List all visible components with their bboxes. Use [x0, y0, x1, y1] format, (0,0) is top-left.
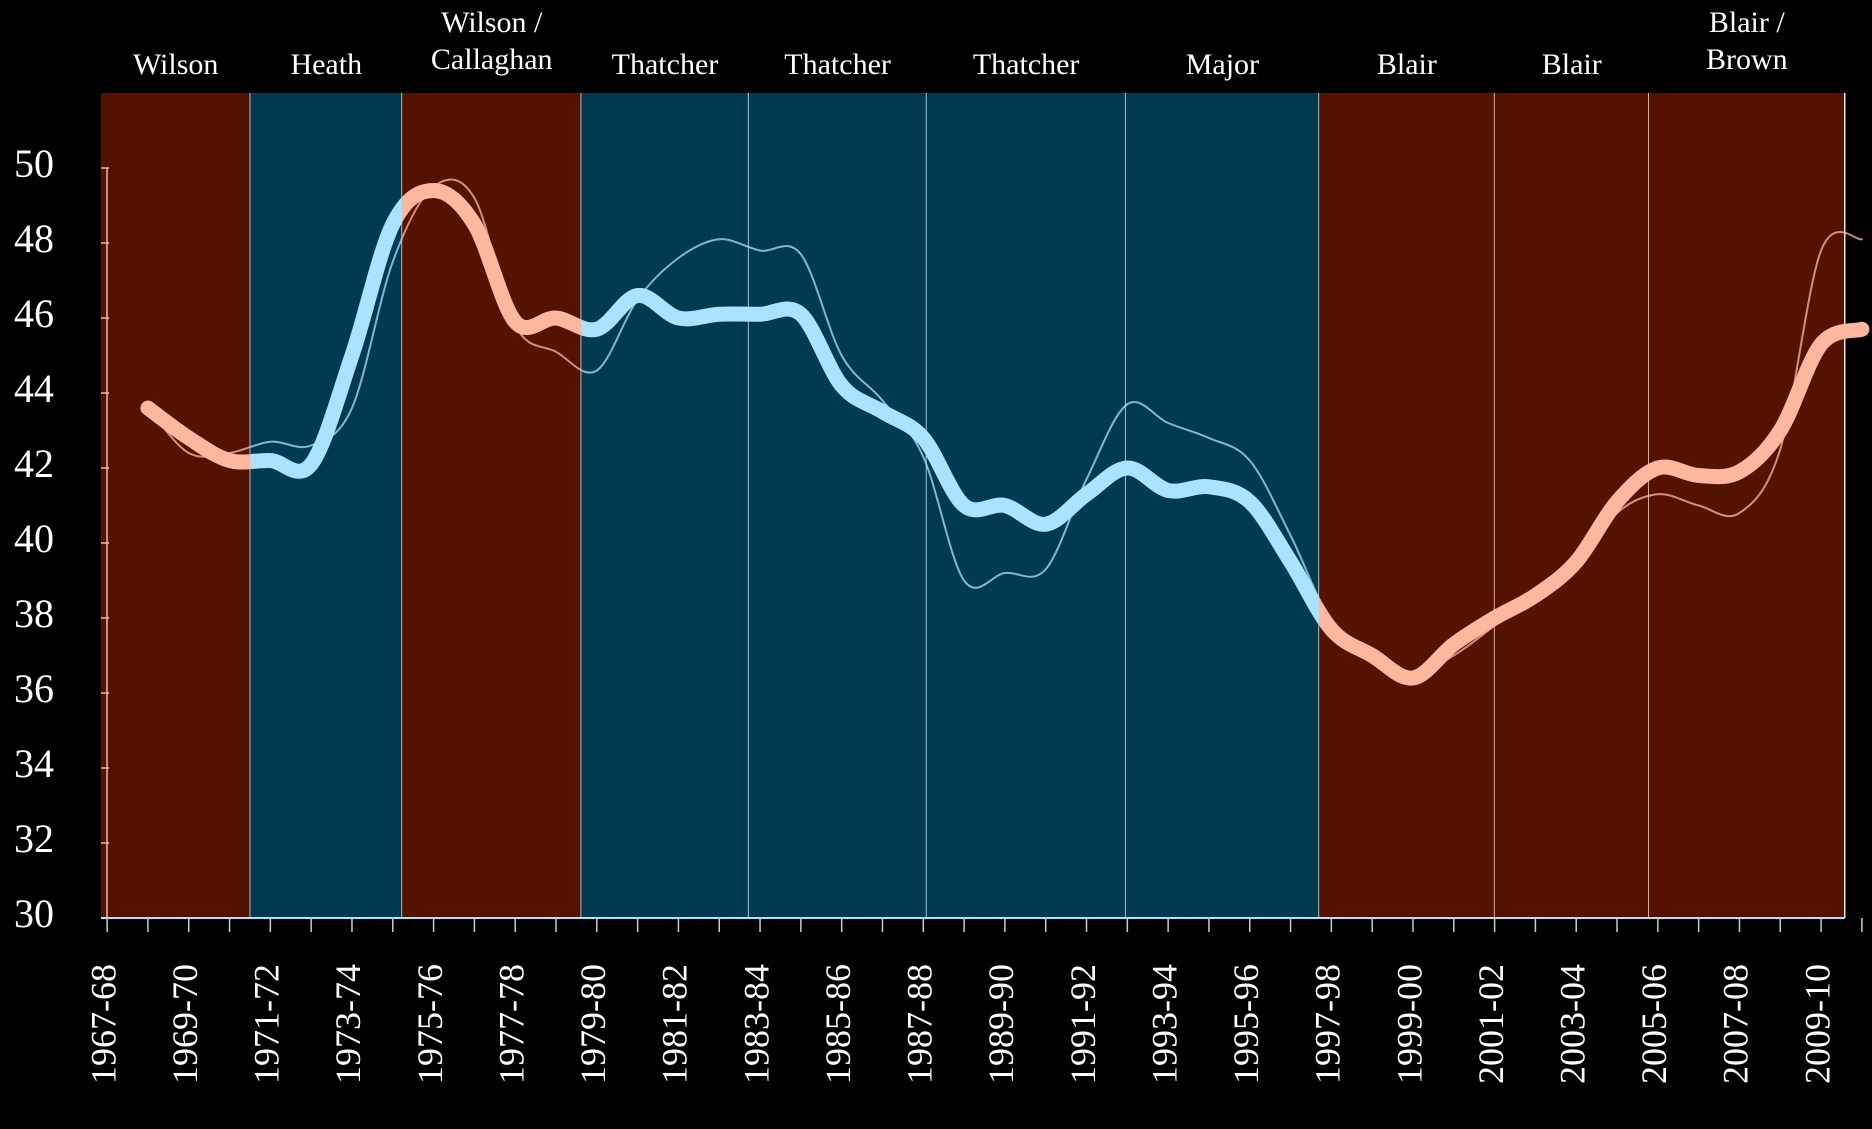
- x-tick-label: 1983-84: [736, 964, 776, 1084]
- x-tick-label: 1967-68: [83, 964, 123, 1084]
- government-band: [581, 93, 749, 918]
- y-tick-label: 44: [14, 366, 54, 411]
- y-tick-label: 32: [14, 816, 54, 861]
- government-band: [101, 93, 251, 918]
- government-label: Major: [1186, 48, 1259, 81]
- government-label: Callaghan: [431, 43, 553, 76]
- x-tick-label: 1999-00: [1389, 964, 1429, 1084]
- x-tick-label: 1991-92: [1063, 964, 1103, 1084]
- x-tick-label: 1977-78: [491, 964, 531, 1084]
- y-tick-label: 40: [14, 516, 54, 561]
- smoothed-line: [140, 183, 1870, 686]
- y-tick-label: 34: [14, 741, 54, 786]
- government-label: Thatcher: [784, 48, 891, 81]
- x-tick-label: 1987-88: [900, 964, 940, 1084]
- x-tick-label: 2009-10: [1797, 964, 1837, 1084]
- y-tick-label: 36: [14, 666, 54, 711]
- government-band: [748, 93, 927, 918]
- x-tick-label: 1993-94: [1144, 964, 1184, 1084]
- government-band: [250, 93, 403, 918]
- x-tick-label: 1997-98: [1308, 964, 1348, 1084]
- government-band: [1648, 93, 1845, 918]
- government-label: Thatcher: [612, 48, 719, 81]
- government-label: Blair: [1542, 48, 1602, 81]
- x-tick-label: 1975-76: [410, 964, 450, 1084]
- x-tick-label: 1979-80: [573, 964, 613, 1084]
- y-tick-label: 30: [14, 891, 54, 936]
- x-tick-label: 1969-70: [165, 964, 205, 1084]
- x-tick-label: 2007-08: [1716, 964, 1756, 1084]
- government-band: [402, 93, 582, 918]
- government-label: Brown: [1706, 43, 1788, 76]
- government-label: Blair: [1377, 48, 1437, 81]
- government-label: Wilson: [133, 48, 218, 81]
- x-tick-label: 1995-96: [1226, 964, 1266, 1084]
- y-tick-label: 42: [14, 441, 54, 486]
- y-tick-label: 46: [14, 291, 54, 336]
- x-tick-label: 1985-86: [818, 964, 858, 1084]
- government-label: Heath: [290, 48, 362, 81]
- x-tick-label: 1973-74: [328, 964, 368, 1084]
- y-tick-label: 38: [14, 591, 54, 636]
- government-band: [1125, 93, 1320, 918]
- x-tick-label: 1971-72: [247, 964, 287, 1084]
- government-label: Thatcher: [973, 48, 1080, 81]
- x-tick-label: 1989-90: [981, 964, 1021, 1084]
- y-tick-label: 50: [14, 141, 54, 186]
- x-tick-label: 2001-02: [1471, 964, 1511, 1084]
- government-band: [1319, 93, 1495, 918]
- x-tick-label: 2005-06: [1634, 964, 1674, 1084]
- x-tick-label: 1981-82: [655, 964, 695, 1084]
- government-label: Blair /: [1709, 6, 1785, 39]
- y-tick-label: 48: [14, 216, 54, 261]
- government-label: Wilson /: [441, 6, 543, 39]
- x-tick-label: 2003-04: [1552, 964, 1592, 1084]
